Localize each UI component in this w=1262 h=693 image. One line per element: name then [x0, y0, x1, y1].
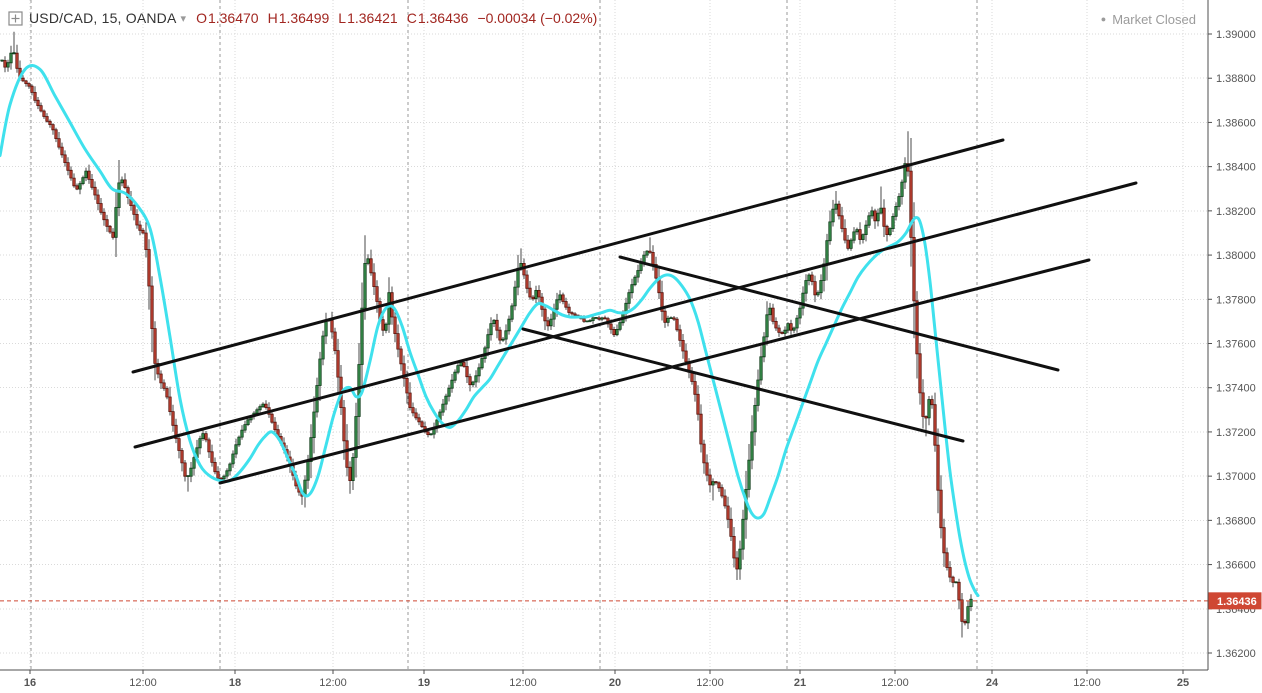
chart-axes	[0, 0, 1209, 671]
svg-text:1.36436: 1.36436	[1217, 596, 1257, 608]
price-tick-label: 1.37600	[1216, 339, 1256, 351]
ma-line	[0, 64, 980, 597]
price-tick-label: 1.36800	[1216, 515, 1256, 527]
time-tick-label: 12:00	[696, 677, 724, 689]
market-status: ● Market Closed	[1101, 12, 1196, 27]
price-tick-label: 1.38800	[1216, 73, 1256, 85]
price-tick-label: 1.36600	[1216, 560, 1256, 572]
price-tick-label: 1.38200	[1216, 206, 1256, 218]
time-tick-label: 12:00	[319, 677, 347, 689]
grid-layer	[0, 0, 1208, 670]
price-tick-label: 1.38600	[1216, 117, 1256, 129]
price-tick-label: 1.37000	[1216, 471, 1256, 483]
price-tick-label: 1.37800	[1216, 294, 1256, 306]
time-tick-label: 20	[609, 677, 621, 689]
time-tick-label: 19	[418, 677, 430, 689]
up-candles	[0, 52, 973, 624]
candles-series	[0, 31, 973, 638]
time-tick-label: 24	[986, 677, 999, 689]
trend-line-1[interactable]	[131, 138, 1005, 374]
time-tick-label: 16	[24, 677, 36, 689]
time-tick-label: 18	[229, 677, 241, 689]
symbol-button[interactable]: USD/CAD, 15, OANDA ▾	[8, 10, 186, 26]
time-tick-label: 25	[1177, 677, 1189, 689]
trend-line-5[interactable]	[521, 327, 965, 443]
time-tick-label: 21	[794, 677, 806, 689]
trend-line-4[interactable]	[618, 255, 1060, 372]
trend-lines[interactable]	[131, 138, 1138, 485]
time-tick-label: 12:00	[1073, 677, 1101, 689]
price-tick-label: 1.37400	[1216, 383, 1256, 395]
grid-plus-icon	[8, 10, 23, 26]
symbol-title[interactable]: USD/CAD, 15, OANDA	[29, 10, 177, 26]
time-tick-label: 12:00	[509, 677, 537, 689]
time-tick-label: 12:00	[129, 677, 157, 689]
price-tick-label: 1.39000	[1216, 29, 1256, 41]
status-bullet-icon: ●	[1100, 14, 1107, 24]
price-tick-label: 1.36200	[1216, 648, 1256, 660]
market-status-label: Market Closed	[1112, 12, 1196, 27]
chevron-down-icon[interactable]: ▾	[180, 12, 187, 25]
price-tick-label: 1.38000	[1216, 250, 1256, 262]
down-candles	[3, 52, 967, 624]
time-tick-label: 12:00	[881, 677, 909, 689]
price-tick-label: 1.37200	[1216, 427, 1256, 439]
price-axis[interactable]: 1.39000 1.38800 1.38600 1.38400 1.38200 1.380…	[1208, 29, 1256, 660]
price-tick-label: 1.38400	[1216, 162, 1256, 174]
session-break-lines	[30, 0, 978, 670]
time-axis[interactable]: 16 12:00 18 12:00 19 12:00 20 12:00 21 12:00 24 12:…	[24, 670, 1189, 689]
trend-line-2[interactable]	[133, 181, 1138, 449]
last-price-label: 1.36436	[1208, 592, 1262, 610]
trend-line-3[interactable]	[218, 258, 1091, 485]
